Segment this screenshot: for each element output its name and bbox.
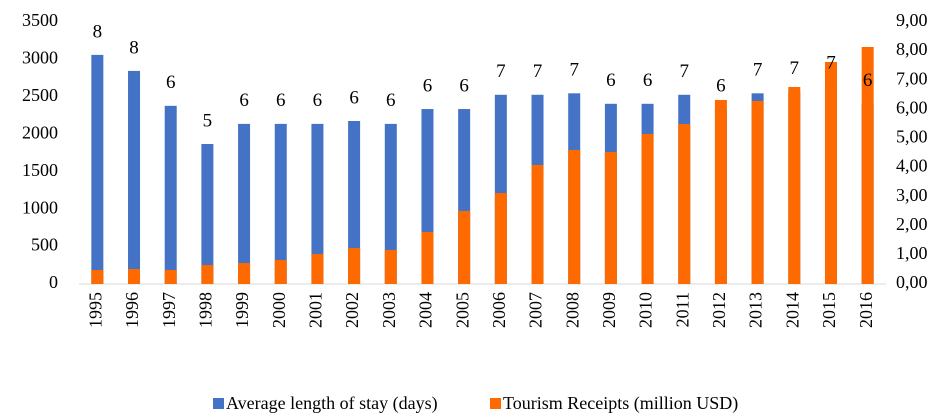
y2-tick-label: 4,00	[896, 156, 928, 176]
x-tick-label: 2015	[819, 292, 839, 328]
y2-tick-label: 3,00	[896, 185, 928, 205]
data-label: 7	[496, 61, 506, 82]
data-label: 6	[239, 90, 249, 111]
x-tick-label: 1996	[122, 292, 142, 328]
bar	[641, 133, 654, 284]
bar	[201, 264, 214, 284]
bar	[164, 105, 177, 284]
bar	[604, 152, 617, 284]
y-tick-label: 2500	[22, 85, 58, 105]
x-tick-label: 2013	[746, 292, 766, 328]
x-tick-label: 2012	[709, 292, 729, 328]
data-label: 7	[753, 60, 763, 81]
data-label: 6	[313, 90, 323, 111]
data-label: 7	[790, 58, 800, 79]
data-label: 6	[716, 75, 726, 96]
bar	[678, 124, 691, 284]
bar	[384, 249, 397, 284]
x-tick-label: 1997	[159, 292, 179, 328]
x-tick-label: 1998	[196, 292, 216, 328]
data-label: 6	[386, 90, 396, 111]
y2-tick-label: 8,00	[896, 39, 928, 59]
x-tick-label: 2005	[452, 292, 472, 328]
x-tick-label: 2010	[636, 292, 656, 328]
bar	[348, 248, 361, 284]
x-tick-label: 2006	[489, 292, 509, 328]
y-tick-label: 3500	[22, 10, 58, 30]
data-label: 8	[129, 37, 139, 58]
y-tick-label: 1000	[22, 197, 58, 217]
bar	[458, 211, 471, 284]
x-tick-label: 2011	[672, 292, 692, 327]
y-tick-label: 500	[31, 235, 58, 255]
legend-swatch	[213, 398, 224, 409]
bar	[164, 270, 177, 284]
bar	[348, 120, 361, 284]
x-tick-label: 2004	[416, 292, 436, 328]
bar	[421, 231, 434, 284]
bar	[824, 61, 837, 285]
bar	[788, 86, 801, 284]
data-label: 7	[826, 52, 836, 73]
x-tick-label: 2008	[562, 292, 582, 328]
x-tick-label: 2000	[269, 292, 289, 328]
legend-label: Tourism Receipts (million USD)	[503, 393, 738, 414]
data-label: 6	[863, 70, 873, 91]
bar	[494, 193, 507, 284]
bar	[274, 260, 287, 284]
bar	[311, 254, 324, 284]
bar	[531, 164, 544, 284]
data-label: 5	[203, 110, 213, 131]
x-tick-label: 1999	[232, 292, 252, 328]
y2-tick-label: 1,00	[896, 243, 928, 263]
y-tick-label: 2000	[22, 122, 58, 142]
bar	[128, 70, 141, 284]
bar	[568, 150, 581, 284]
y-tick-label: 3000	[22, 48, 58, 68]
data-label: 6	[276, 90, 286, 111]
y2-tick-label: 7,00	[896, 68, 928, 88]
y2-tick-label: 6,00	[896, 97, 928, 117]
data-label: 8	[93, 21, 103, 42]
legend-swatch	[490, 398, 501, 409]
bar	[91, 270, 104, 284]
data-label: 6	[459, 75, 469, 96]
y2-tick-label: 5,00	[896, 127, 928, 147]
y2-tick-label: 0,00	[896, 272, 928, 292]
x-tick-label: 2009	[599, 292, 619, 328]
bar	[751, 100, 764, 284]
data-label: 7	[569, 60, 579, 81]
bar	[128, 269, 141, 284]
bar	[714, 100, 727, 284]
bar	[91, 54, 104, 285]
bar	[861, 47, 874, 284]
x-tick-label: 2003	[379, 292, 399, 328]
x-tick-label: 2002	[342, 292, 362, 328]
x-tick-label: 2001	[306, 292, 326, 328]
y-tick-label: 0	[49, 272, 58, 292]
bar	[384, 123, 397, 284]
x-tick-label: 2016	[856, 292, 876, 328]
data-label: 6	[423, 75, 433, 96]
data-label: 6	[166, 72, 176, 93]
data-label: 7	[680, 61, 690, 82]
x-tick-label: 2007	[526, 292, 546, 328]
x-tick-label: 1995	[85, 292, 105, 328]
data-label: 6	[349, 87, 359, 108]
x-tick-label: 2014	[782, 292, 802, 328]
bar	[274, 123, 287, 284]
bar	[238, 123, 251, 284]
bar	[238, 263, 251, 284]
y-tick-label: 1500	[22, 160, 58, 180]
data-label: 6	[606, 70, 616, 91]
data-label: 6	[643, 70, 653, 91]
legend-label: Average length of stay (days)	[226, 393, 438, 414]
data-label: 7	[533, 61, 543, 82]
bar	[311, 123, 324, 284]
bar	[201, 143, 214, 284]
y2-tick-label: 2,00	[896, 214, 928, 234]
y2-tick-label: 9,00	[896, 10, 928, 30]
